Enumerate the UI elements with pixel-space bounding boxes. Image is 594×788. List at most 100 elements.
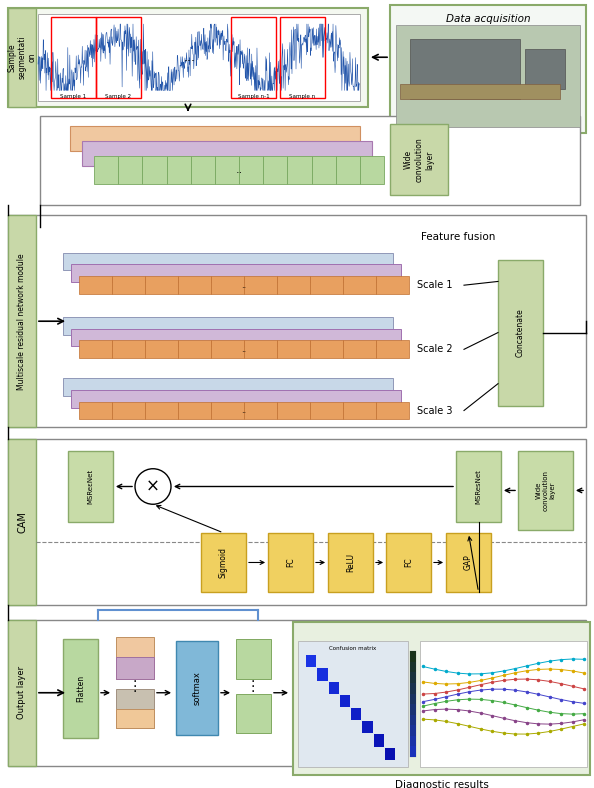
Bar (525, 50, 565, 89)
Bar (8, 619, 36, 766)
Text: ReLU: ReLU (346, 553, 355, 572)
Bar (211, 277, 244, 294)
Bar (8, 8, 36, 106)
Bar (277, 402, 310, 419)
Bar (268, 533, 313, 592)
Text: Sigmoid: Sigmoid (219, 547, 228, 578)
Text: softmax: softmax (192, 671, 201, 705)
Bar (410, 725, 416, 736)
Bar (244, 340, 277, 359)
Bar (231, 17, 276, 98)
Bar (410, 672, 416, 683)
Bar (498, 259, 543, 406)
Bar (178, 340, 211, 359)
Bar (191, 156, 215, 184)
Text: ..: .. (241, 406, 247, 415)
Text: ·: · (251, 680, 255, 693)
Bar (112, 340, 145, 359)
Bar (79, 402, 112, 419)
Bar (336, 156, 360, 184)
Text: Scale 1: Scale 1 (417, 281, 453, 290)
Text: Multiscale residual network module: Multiscale residual network module (17, 253, 27, 389)
Text: ·: · (133, 675, 137, 689)
Text: Sample 1: Sample 1 (61, 94, 87, 98)
Bar (236, 639, 271, 679)
Bar (343, 340, 376, 359)
Bar (244, 277, 277, 294)
Bar (68, 451, 113, 522)
Bar (63, 317, 393, 335)
Bar (63, 639, 98, 738)
Bar (8, 439, 36, 605)
Bar (178, 277, 211, 294)
Bar (400, 84, 560, 98)
Bar (263, 156, 287, 184)
Bar (410, 746, 416, 757)
Bar (116, 657, 154, 679)
Bar (280, 17, 324, 98)
Bar (351, 708, 361, 720)
Text: Data acquisition: Data acquisition (446, 13, 530, 24)
Bar (390, 125, 448, 195)
Bar (410, 715, 416, 725)
Text: Sample
segmentati
on: Sample segmentati on (7, 35, 37, 79)
Text: ·: · (133, 680, 137, 693)
Bar (362, 721, 372, 734)
Text: ×: × (146, 478, 160, 496)
Text: Scale 2: Scale 2 (417, 344, 453, 355)
Bar (112, 402, 145, 419)
Bar (94, 156, 118, 184)
Text: ·: · (251, 675, 255, 689)
Text: Wide
convolution
layer: Wide convolution layer (536, 470, 555, 511)
Text: MSReεNet: MSReεNet (87, 469, 93, 504)
Bar (70, 126, 360, 151)
Text: GAP: GAP (464, 555, 473, 571)
Bar (8, 619, 586, 766)
Bar (118, 156, 143, 184)
Bar (386, 533, 431, 592)
Bar (310, 340, 343, 359)
Bar (63, 378, 393, 396)
Bar (376, 402, 409, 419)
Bar (385, 748, 395, 760)
Bar (71, 390, 401, 407)
Bar (343, 277, 376, 294)
Text: Concatenate: Concatenate (516, 308, 525, 357)
Bar (201, 533, 246, 592)
Bar (277, 277, 310, 294)
Bar (376, 340, 409, 359)
Bar (112, 277, 145, 294)
Bar (410, 652, 416, 757)
Bar (310, 277, 343, 294)
Text: Sample n-1: Sample n-1 (238, 94, 270, 98)
Bar (8, 8, 368, 106)
Text: FC: FC (404, 558, 413, 567)
Bar (410, 704, 416, 715)
Bar (145, 402, 178, 419)
Bar (116, 708, 154, 728)
Text: ·: · (133, 685, 137, 699)
Bar (244, 402, 277, 419)
Bar (456, 451, 501, 522)
Text: ..: .. (241, 345, 247, 354)
Text: Confusion matrix: Confusion matrix (330, 646, 377, 651)
Bar (410, 736, 416, 746)
Bar (376, 277, 409, 294)
Bar (317, 668, 327, 681)
Bar (410, 662, 416, 672)
Bar (239, 156, 263, 184)
Bar (8, 215, 586, 427)
Bar (396, 24, 580, 128)
Bar (8, 215, 36, 427)
Bar (71, 265, 401, 282)
Bar (215, 156, 239, 184)
Bar (410, 693, 416, 704)
Bar (166, 156, 191, 184)
Bar (71, 329, 401, 347)
Bar (51, 17, 96, 98)
Text: FC: FC (286, 558, 295, 567)
Bar (79, 277, 112, 294)
Bar (176, 641, 218, 735)
Bar (293, 622, 590, 775)
Text: Diagnostic results: Diagnostic results (394, 779, 488, 788)
